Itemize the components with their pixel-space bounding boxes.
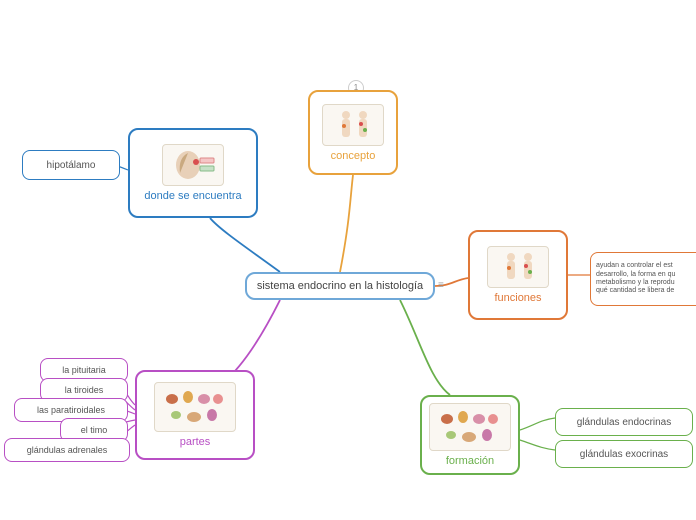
leaf-donde-0[interactable]: hipotálamo	[22, 150, 120, 180]
leaf-label: hipotálamo	[47, 160, 96, 171]
leaf-label: las paratiroidales	[37, 405, 105, 415]
donde-illustration	[162, 144, 224, 186]
root-node[interactable]: sistema endocrino en la histología	[245, 272, 435, 300]
concepto-label: concepto	[331, 150, 376, 162]
root-label: sistema endocrino en la histología	[257, 280, 423, 292]
partes-illustration	[154, 382, 236, 432]
leaf-funciones-0[interactable]: ayudan a controlar el est desarrollo, la…	[590, 252, 696, 306]
leaf-formacion-1[interactable]: glándulas exocrinas	[555, 440, 693, 468]
leaf-label: la tiroides	[65, 385, 104, 395]
partes-label: partes	[180, 436, 211, 448]
branch-funciones[interactable]: funciones	[468, 230, 568, 320]
leaf-label: glándulas endocrinas	[577, 417, 672, 428]
menu-icon[interactable]: ≡	[438, 280, 443, 291]
branch-partes[interactable]: partes	[135, 370, 255, 460]
leaf-label: glándulas adrenales	[27, 445, 108, 455]
donde-label: donde se encuentra	[144, 190, 241, 202]
branch-donde[interactable]: donde se encuentra	[128, 128, 258, 218]
funciones-illustration	[487, 246, 549, 288]
formacion-label: formación	[446, 455, 494, 467]
leaf-label: la pituitaria	[62, 365, 106, 375]
leaf-partes-4[interactable]: glándulas adrenales	[4, 438, 130, 462]
concepto-illustration	[322, 104, 384, 146]
funciones-label: funciones	[494, 292, 541, 304]
branch-concepto[interactable]: concepto	[308, 90, 398, 175]
formacion-illustration	[429, 403, 511, 451]
branch-formacion[interactable]: formación	[420, 395, 520, 475]
leaf-label: el timo	[81, 425, 108, 435]
leaf-formacion-0[interactable]: glándulas endocrinas	[555, 408, 693, 436]
leaf-label: glándulas exocrinas	[580, 449, 668, 460]
leaf-label: ayudan a controlar el est desarrollo, la…	[596, 262, 675, 296]
